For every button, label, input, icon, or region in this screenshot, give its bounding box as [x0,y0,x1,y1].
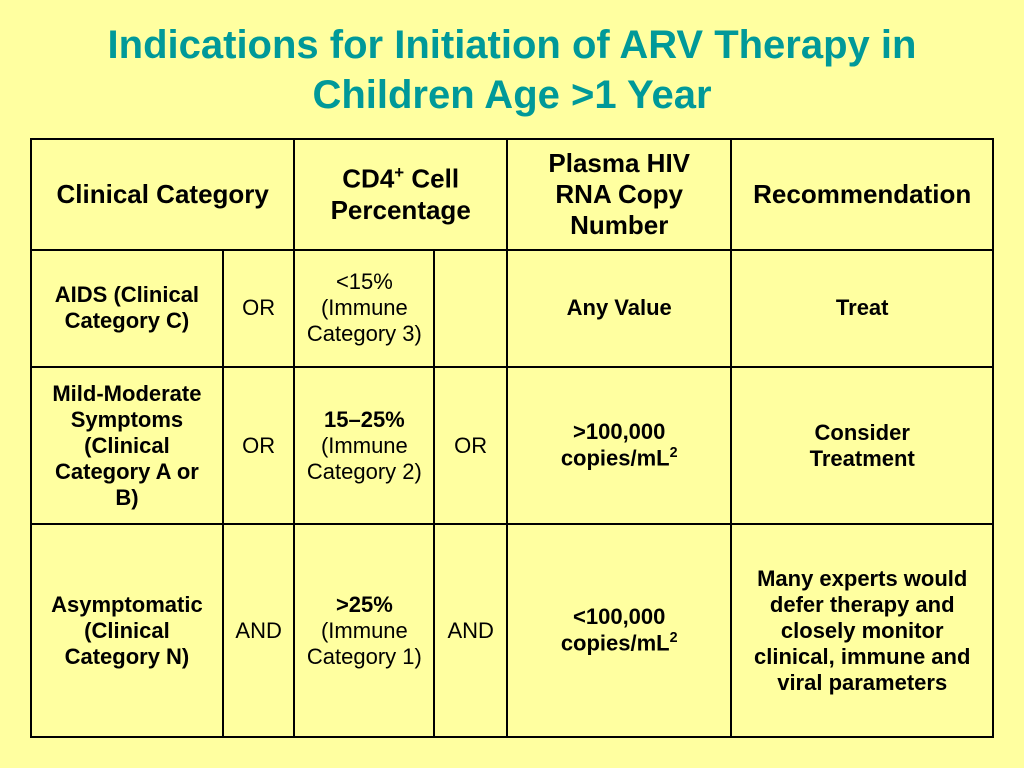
header-row: Clinical Category CD4+ Cell Percentage P… [31,139,993,250]
cd4-2-line1: 15–25% [305,407,423,433]
rna-3-sup: 2 [670,630,678,646]
rna-2-sup: 2 [670,445,678,461]
row-mildmod: Mild-Moderate Symptoms (Clinical Categor… [31,367,993,524]
row-asymptomatic: Asymptomatic (Clinical Category N) AND >… [31,524,993,737]
cd4-3-line2: (Immune Category 1) [305,618,423,670]
cd4-2-line2: (Immune Category 2) [305,433,423,485]
cd4-1-line2: (Immune Category 3) [305,295,423,347]
title-post: 1 Year [594,73,711,117]
cell-clinical-2: Mild-Moderate Symptoms (Clinical Categor… [31,367,223,524]
cell-rna-2: >100,000 copies/mL2 [507,367,731,524]
header-plasma: Plasma HIV RNA Copy Number [507,139,731,250]
cell-clinical-1: AIDS (Clinical Category C) [31,250,223,367]
criteria-table: Clinical Category CD4+ Cell Percentage P… [30,138,994,738]
row-aids: AIDS (Clinical Category C) OR <15% (Immu… [31,250,993,367]
clinical-2-l1: Mild-Moderate [42,381,212,407]
cell-cd4-2: 15–25% (Immune Category 2) [294,367,434,524]
cell-op2-2: OR [434,367,507,524]
cell-rna-3: <100,000 copies/mL2 [507,524,731,737]
header-recommendation: Recommendation [731,139,993,250]
cell-op1-1: OR [223,250,295,367]
title-gt: > [571,73,594,117]
rna-2-pre: >100,000 copies/mL [561,419,670,470]
cell-clinical-3: Asymptomatic (Clinical Category N) [31,524,223,737]
header-clinical: Clinical Category [31,139,294,250]
cd4-1-line1: <15% [305,269,423,295]
cell-cd4-1: <15% (Immune Category 3) [294,250,434,367]
rec-2-l2: Treatment [742,446,982,472]
cell-op1-3: AND [223,524,295,737]
rec-2-l1: Consider [742,420,982,446]
cell-cd4-3: >25% (Immune Category 1) [294,524,434,737]
title-pre: Indications for Initiation of ARV Therap… [108,23,917,117]
cell-rec-3: Many experts would defer therapy and clo… [731,524,993,737]
rec-3-l1: Many experts would defer therapy and [742,566,982,618]
cell-rec-2: Consider Treatment [731,367,993,524]
header-cd4-sup: + [394,163,404,182]
rec-3-l2: closely monitor clinical, immune and vir… [742,618,982,696]
cell-rna-1: Any Value [507,250,731,367]
cd4-3-line1: >25% [305,592,423,618]
cell-op2-3: AND [434,524,507,737]
clinical-2-l2: Symptoms (Clinical Category A or B) [42,407,212,511]
header-cd4-pre: CD4 [342,164,394,194]
cell-rec-1: Treat [731,250,993,367]
slide: Indications for Initiation of ARV Therap… [0,0,1024,768]
slide-title: Indications for Initiation of ARV Therap… [30,20,994,120]
header-cd4: CD4+ Cell Percentage [294,139,507,250]
cell-op2-1 [434,250,507,367]
rna-3-pre: <100,000 copies/mL [561,604,670,655]
cell-op1-2: OR [223,367,295,524]
